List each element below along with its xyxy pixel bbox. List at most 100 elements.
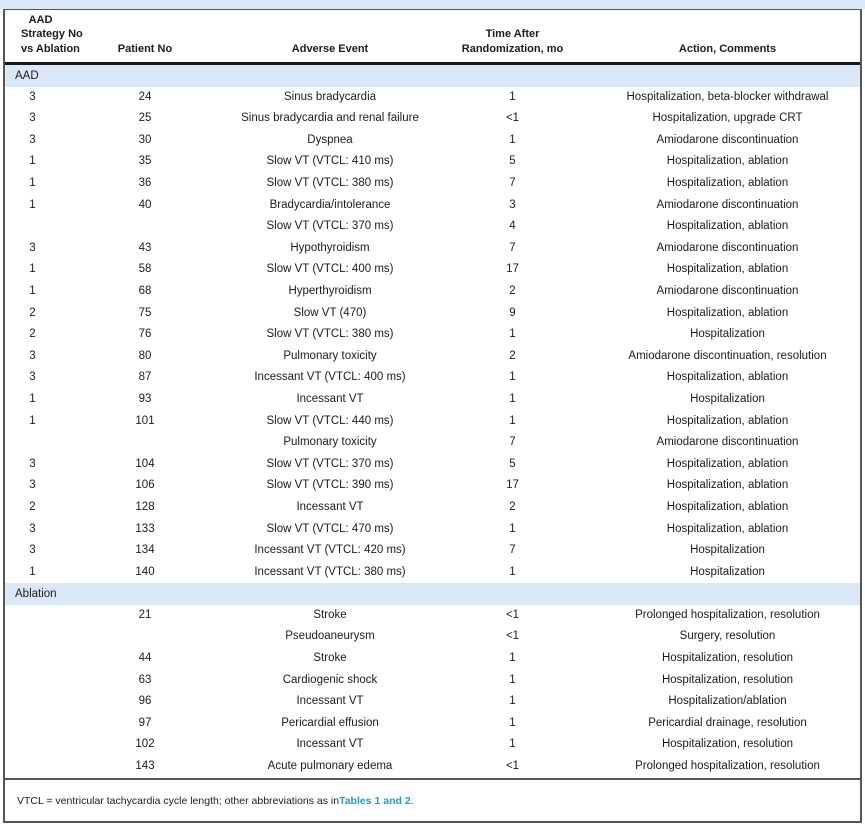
cell-action: Surgery, resolution	[679, 630, 776, 643]
cell-time: 7	[509, 436, 516, 449]
cell-patient: 106	[135, 479, 155, 492]
cell-action: Hospitalization	[690, 565, 765, 578]
cell-time: 1	[509, 522, 516, 535]
cell-event: Slow VT (VTCL: 370 ms)	[266, 457, 394, 470]
cell-time: 2	[509, 500, 516, 513]
adverse-events-table: AAD Strategy No vs Ablation Patient No Adver…	[3, 9, 862, 823]
table-row: 2 128 Incessant VT 2 Hospitalization, ablati…	[5, 497, 860, 519]
cell-event: Incessant VT (VTCL: 400 ms)	[254, 371, 406, 384]
table-row: 3 106 Slow VT (VTCL: 390 ms) 17 Hospitalizat…	[5, 475, 860, 497]
cell-action: Hospitalization, ablation	[666, 177, 789, 190]
column-header-line: Adverse Event	[291, 42, 369, 55]
column-header-line: Action, Comments	[678, 42, 777, 55]
cell-time: 1	[509, 738, 516, 751]
cell-patient: 21	[138, 608, 152, 621]
cell-event: Slow VT (VTCL: 380 ms)	[266, 177, 394, 190]
cell-patient: 75	[138, 306, 152, 319]
cell-time: 7	[509, 241, 516, 254]
table-body: AAD 3 24 Sinus bradycardia 1 Hospitalization,…	[5, 65, 860, 778]
footnote-period: .	[410, 794, 414, 807]
cell-patient: 43	[138, 241, 152, 254]
cell-event: Incessant VT (VTCL: 420 ms)	[254, 544, 406, 557]
cell-strategy: 3	[29, 457, 36, 470]
cell-strategy: 3	[29, 90, 36, 103]
cell-event: Incessant VT (VTCL: 380 ms)	[254, 565, 406, 578]
cell-time: 1	[509, 673, 516, 686]
cell-action: Hospitalization, ablation	[666, 522, 789, 535]
cell-action: Hospitalization, ablation	[666, 155, 789, 168]
cell-time: 7	[509, 177, 516, 190]
cell-event: Sinus bradycardia and renal failure	[241, 112, 419, 125]
cell-time: 2	[509, 284, 516, 297]
column-header-strategy: AAD Strategy No vs Ablation	[5, 13, 83, 57]
footnote-tables-link[interactable]: Tables 1 and 2	[339, 794, 411, 807]
table-row: 1 68 Hyperthyroidism 2 Amiodarone discontinu…	[5, 281, 860, 303]
cell-event: Incessant VT	[296, 392, 364, 405]
cell-patient: 143	[135, 760, 155, 773]
cell-patient: 30	[138, 133, 152, 146]
table-row: 1 36 Slow VT (VTCL: 380 ms) 7 Hospitalizatio…	[5, 173, 860, 195]
cell-time: 1	[509, 392, 516, 405]
table-row: 96 Incessant VT 1 Hospitalization/ablation	[5, 691, 860, 713]
column-header-action: Action, Comments	[595, 42, 860, 57]
cell-action: Prolonged hospitalization, resolution	[635, 760, 820, 773]
cell-patient: 68	[138, 284, 152, 297]
column-header-patient: Patient No	[60, 42, 230, 57]
table-row: 3 134 Incessant VT (VTCL: 420 ms) 7 Hospital…	[5, 540, 860, 562]
cell-time: <1	[505, 630, 520, 643]
table-row: 3 25 Sinus bradycardia and renal failure <1…	[5, 108, 860, 130]
cell-action: Hospitalization, resolution	[661, 652, 794, 665]
cell-action: Amiodarone discontinuation	[656, 198, 799, 211]
cell-strategy: 1	[29, 565, 36, 578]
cell-time: <1	[505, 608, 520, 621]
table-row: 97 Pericardial effusion 1 Pericardial drain…	[5, 713, 860, 735]
cell-event: Hypothyroidism	[290, 241, 370, 254]
cell-action: Amiodarone discontinuation	[656, 436, 799, 449]
cell-patient: 102	[135, 738, 155, 751]
cell-time: 17	[506, 479, 519, 492]
cell-event: Incessant VT	[296, 500, 364, 513]
cell-patient: 87	[138, 371, 152, 384]
table-row: 1 101 Slow VT (VTCL: 440 ms) 1 Hospitalizati…	[5, 411, 860, 433]
cell-event: Incessant VT	[296, 695, 364, 708]
cell-event: Slow VT (VTCL: 470 ms)	[266, 522, 394, 535]
cell-time: 1	[509, 90, 516, 103]
cell-action: Hospitalization, ablation	[666, 500, 789, 513]
cell-event: Dyspnea	[307, 133, 353, 146]
section-row-ablation: Ablation	[5, 583, 860, 605]
cell-strategy: 3	[29, 479, 36, 492]
cell-action: Hospitalization	[690, 328, 765, 341]
cell-event: Acute pulmonary edema	[267, 760, 393, 773]
cell-patient: 133	[135, 522, 155, 535]
table-row: 2 76 Slow VT (VTCL: 380 ms) 1 Hospitalizatio…	[5, 324, 860, 346]
footnote-text: VTCL = ventricular tachycardia cycle len…	[17, 794, 340, 807]
cell-patient: 97	[138, 716, 152, 729]
cell-event: Pulmonary toxicity	[283, 349, 377, 362]
cell-event: Bradycardia/intolerance	[269, 198, 391, 211]
cell-strategy: 3	[29, 241, 36, 254]
table-row: 1 35 Slow VT (VTCL: 410 ms) 5 Hospitalizatio…	[5, 151, 860, 173]
cell-event: Slow VT (VTCL: 370 ms)	[266, 220, 394, 233]
cell-patient: 63	[138, 673, 152, 686]
cell-strategy: 3	[29, 349, 36, 362]
cell-patient: 128	[135, 500, 155, 513]
cell-action: Hospitalization, ablation	[666, 479, 789, 492]
cell-event: Pulmonary toxicity	[283, 436, 377, 449]
cell-time: 17	[506, 263, 519, 276]
cell-time: 1	[509, 565, 516, 578]
cell-event: Slow VT (VTCL: 410 ms)	[266, 155, 394, 168]
top-accent-band	[0, 0, 865, 9]
cell-patient: 104	[135, 457, 155, 470]
table-row: 63 Cardiogenic shock 1 Hospitalization, res…	[5, 670, 860, 692]
cell-time: 9	[509, 306, 516, 319]
cell-time: 1	[509, 133, 516, 146]
cell-patient: 101	[135, 414, 155, 427]
table-row: 2 75 Slow VT (470) 9 Hospitalization, ablati…	[5, 303, 860, 325]
cell-patient: 44	[138, 652, 152, 665]
table-row: 3 87 Incessant VT (VTCL: 400 ms) 1 Hospitali…	[5, 367, 860, 389]
cell-strategy: 1	[29, 392, 36, 405]
cell-patient: 96	[138, 695, 152, 708]
cell-strategy: 2	[29, 328, 36, 341]
cell-patient: 24	[138, 90, 152, 103]
cell-event: Stroke	[313, 652, 347, 665]
